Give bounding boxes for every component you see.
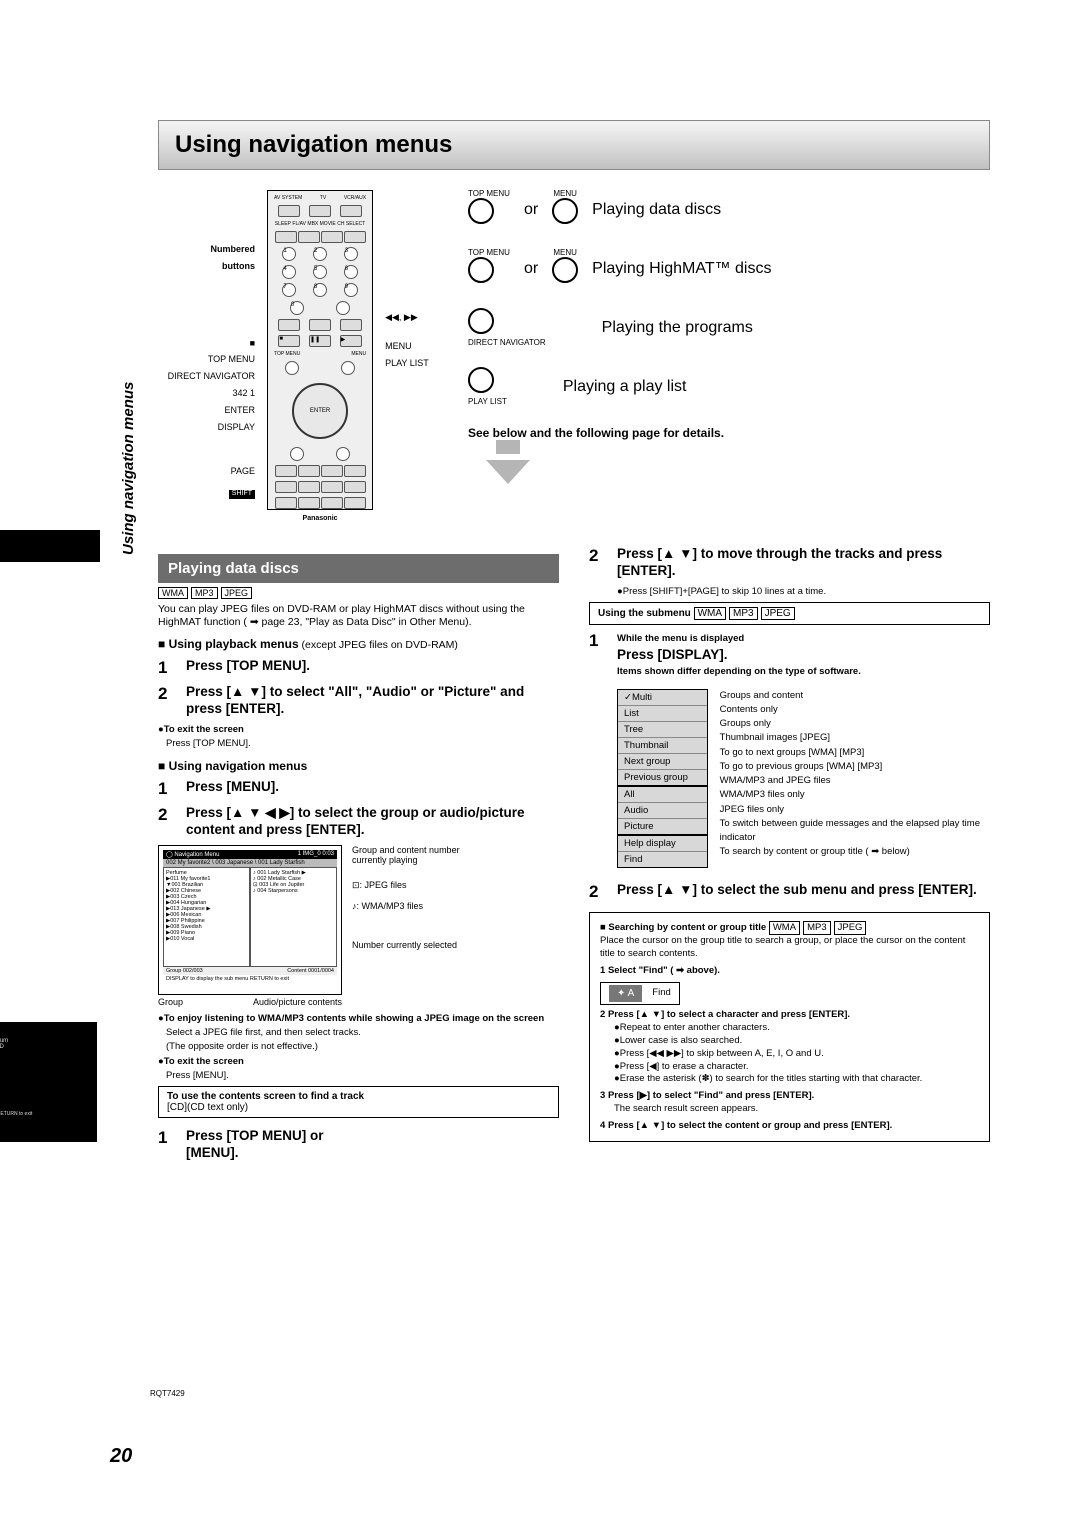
arrow-down-icon — [486, 460, 530, 484]
circle-icon — [552, 257, 578, 283]
action-data-discs: TOP MENU or MENU Playing data discs — [468, 190, 990, 229]
search-box: ■ Searching by content or group title WM… — [589, 912, 990, 1142]
remote-labels-left: Numbered buttons ■ TOP MENU DIRECT NAVIG… — [158, 190, 255, 510]
circle-icon — [468, 308, 494, 334]
circle-icon — [468, 257, 494, 283]
submenu-list: ✓Multi List Tree Thumbnail Next group Pr… — [617, 689, 708, 868]
page-number: 20 — [110, 1445, 132, 1468]
arrow-down-icon — [496, 440, 520, 454]
action-playlist: PLAY LIST Playing a play list — [468, 367, 990, 406]
format-tags: WMAMP3JPEG — [158, 587, 559, 599]
circle-icon — [552, 198, 578, 224]
side-label: Using navigation menus — [120, 382, 137, 555]
nav-menu-screenshot: ◯ Navigation Menu1 IMG_0 0:03 002 My fav… — [158, 845, 342, 995]
find-field: ✦ A Find — [600, 982, 680, 1006]
submenu-descriptions: Groups and content Contents only Groups … — [720, 689, 990, 868]
action-highmat: TOP MENU or MENU Playing HighMAT™ discs — [468, 249, 990, 288]
circle-icon — [468, 198, 494, 224]
circle-icon — [468, 367, 494, 393]
remote-area: Numbered buttons ■ TOP MENU DIRECT NAVIG… — [158, 190, 438, 530]
remote-diagram: AV SYSTEMTVVCR/AUX SLEEPFL/AVMBX MOVIECH… — [267, 190, 373, 510]
page-tab — [0, 530, 100, 562]
doc-code: RQT7429 — [150, 1389, 185, 1398]
see-below: See below and the following page for det… — [468, 426, 990, 440]
ffrw-icon: ◀◀, ▶▶ — [385, 312, 438, 323]
manual-page: Using navigation menus Using navigation … — [0, 0, 1080, 1528]
intro-text: You can play JPEG files on DVD-RAM or pl… — [158, 603, 559, 629]
remote-labels-right: ◀◀, ▶▶ MENU PLAY LIST — [385, 190, 438, 510]
section-playing-data-discs: Playing data discs — [158, 554, 559, 583]
contents-use-box: To use the contents screen to find a tra… — [158, 1086, 559, 1118]
stop-icon: ■ — [158, 338, 255, 349]
right-column: 2Press [▲ ▼] to move through the tracks … — [589, 540, 990, 1242]
action-list: TOP MENU or MENU Playing data discs TOP … — [468, 190, 990, 530]
action-programs: DIRECT NAVIGATOR Playing the programs — [468, 308, 990, 347]
cd-text-screenshot: Disc Title: All By Artist Disc Artist: P… — [0, 1022, 97, 1142]
using-submenu-heading: Using the submenu WMAMP3JPEG — [589, 602, 990, 625]
page-title-bar: Using navigation menus — [158, 120, 990, 170]
left-column: Playing data discs WMAMP3JPEG You can pl… — [158, 540, 559, 1242]
